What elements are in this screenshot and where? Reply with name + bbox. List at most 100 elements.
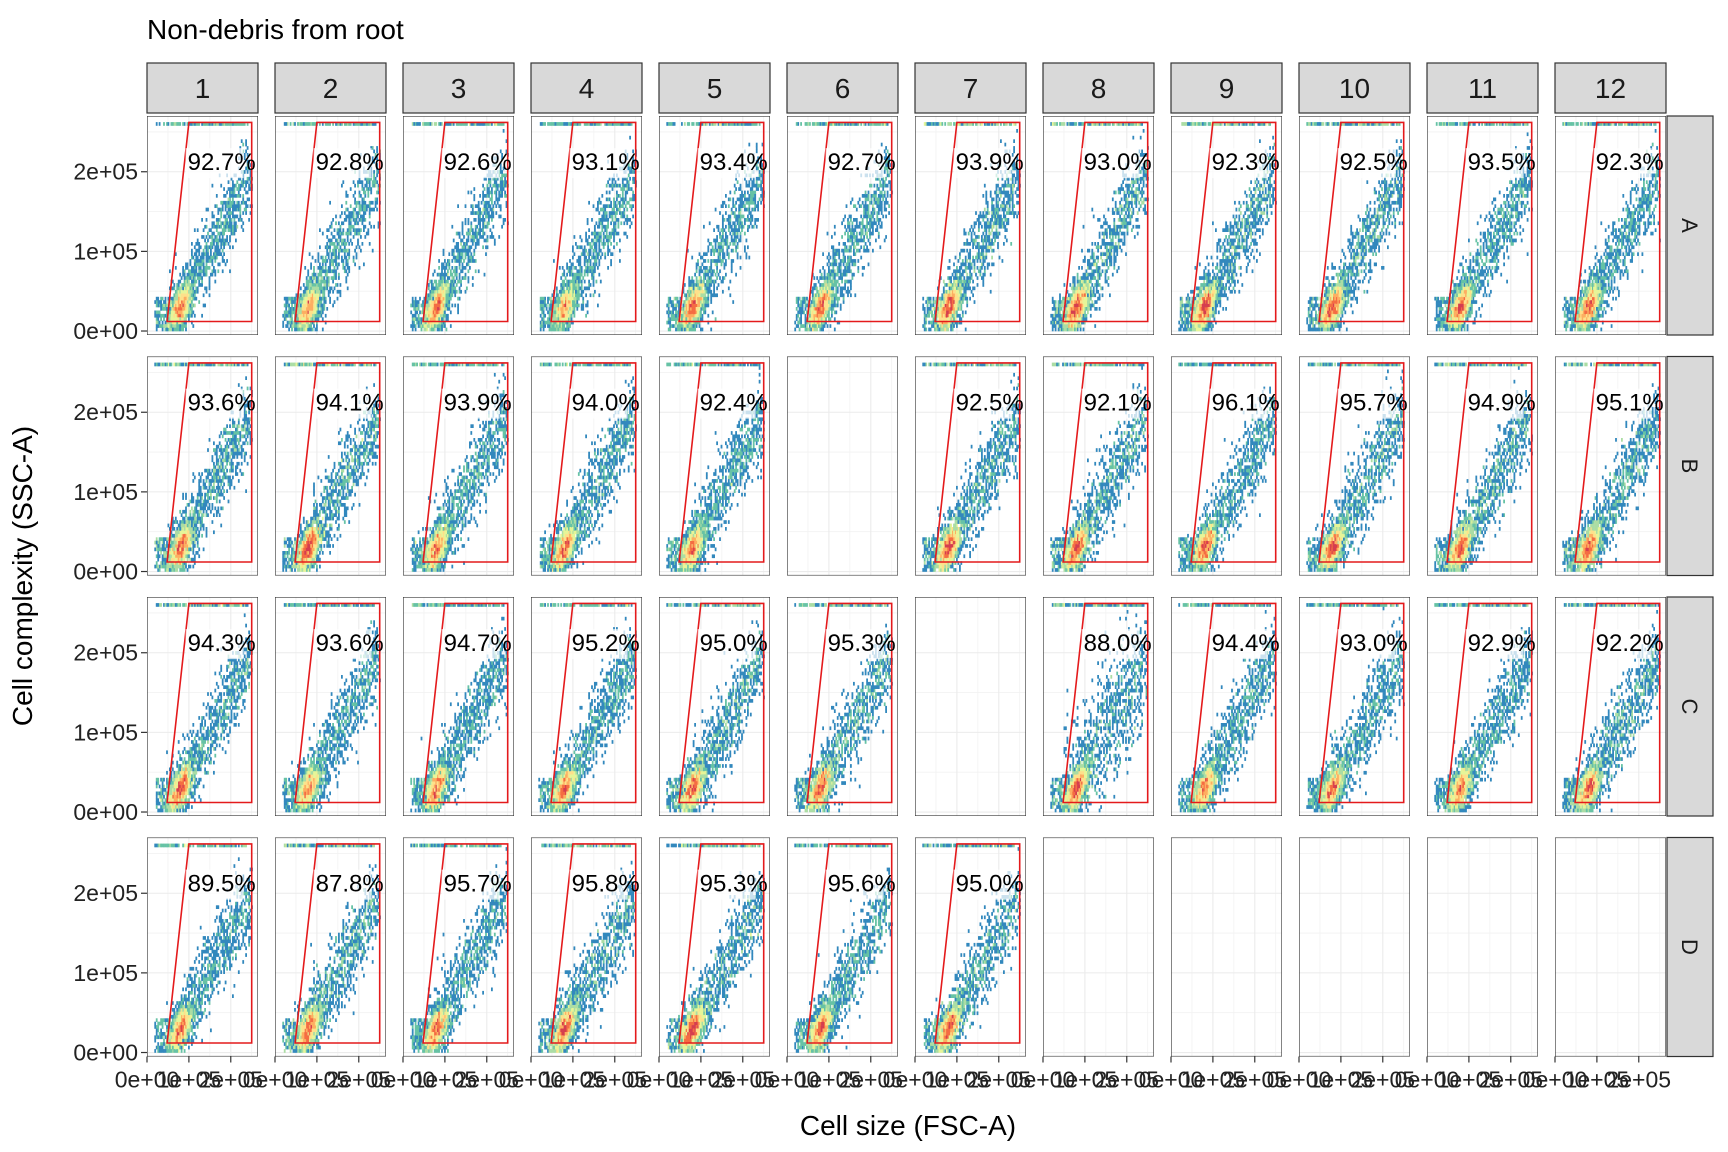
density-cell — [333, 235, 336, 239]
density-cell — [736, 214, 739, 219]
density-cell — [295, 296, 298, 301]
density-cell — [749, 221, 752, 226]
density-cell — [164, 327, 167, 332]
density-cell — [595, 235, 598, 239]
density-cell — [866, 224, 868, 229]
density-cell — [291, 313, 293, 318]
density-cell — [227, 224, 230, 229]
density-cell — [739, 187, 742, 191]
density-cell — [755, 224, 758, 229]
density-cell — [579, 122, 582, 126]
facet-panel-A-6: 92.7% — [787, 116, 898, 335]
density-cell — [586, 218, 589, 222]
density-cell — [554, 303, 557, 308]
density-cell — [694, 293, 696, 298]
density-cell — [164, 313, 167, 318]
density-cell — [598, 224, 601, 229]
density-cell — [502, 187, 505, 191]
density-cell — [883, 183, 886, 188]
density-cell — [873, 221, 876, 226]
density-cell — [567, 300, 570, 304]
density-cell — [451, 303, 454, 308]
density-cell — [422, 307, 424, 311]
density-cell — [327, 276, 330, 280]
density-cell — [604, 211, 607, 215]
density-cell — [814, 286, 817, 291]
density-cell — [820, 296, 823, 301]
density-cell — [310, 289, 312, 294]
density-cell — [698, 324, 701, 328]
density-cell — [199, 266, 202, 270]
density-cell — [482, 122, 484, 126]
density-cell — [343, 238, 346, 243]
density-cell — [688, 313, 691, 318]
density-cell — [729, 214, 732, 219]
density-cell — [417, 313, 420, 318]
density-cell — [700, 300, 702, 304]
density-cell — [825, 289, 827, 294]
density-cell — [313, 276, 315, 280]
density-cell — [429, 310, 432, 315]
density-cell — [436, 310, 439, 315]
density-cell — [166, 310, 168, 315]
density-cell — [435, 317, 438, 321]
density-cell — [561, 303, 564, 308]
density-cell — [681, 320, 683, 325]
density-cell — [182, 303, 184, 308]
density-cell — [192, 303, 195, 308]
density-cell — [343, 122, 346, 126]
density-cell — [327, 245, 330, 250]
density-cell — [211, 211, 214, 215]
density-cell — [548, 296, 551, 301]
density-cell — [757, 187, 759, 191]
density-cell — [717, 272, 720, 277]
density-cell — [586, 269, 589, 274]
density-cell — [416, 320, 418, 325]
density-cell — [847, 289, 849, 294]
density-cell — [851, 197, 854, 202]
density-cell — [298, 320, 301, 325]
density-cell — [482, 228, 484, 232]
density-cell — [826, 122, 829, 126]
density-cell — [816, 320, 819, 325]
density-cell — [352, 259, 355, 263]
density-cell — [604, 207, 607, 212]
density-cell — [586, 303, 589, 308]
density-cell — [576, 122, 579, 126]
density-cell — [669, 122, 672, 126]
density-cell — [435, 293, 438, 298]
density-cell — [844, 259, 846, 263]
density-cell — [464, 248, 467, 253]
density-cell — [449, 272, 452, 277]
density-cell — [207, 266, 209, 270]
density-cell — [160, 317, 162, 321]
density-cell — [452, 255, 455, 260]
density-cell — [364, 204, 367, 208]
density-cell — [432, 300, 435, 304]
density-cell — [174, 303, 177, 308]
density-cell — [435, 303, 438, 308]
density-cell — [591, 266, 593, 270]
density-cell — [505, 183, 508, 188]
density-cell — [447, 303, 449, 308]
density-cell — [161, 296, 164, 301]
density-cell — [202, 266, 205, 270]
density-cell — [566, 310, 568, 315]
density-cell — [619, 183, 621, 188]
density-cell — [201, 276, 203, 280]
density-cell — [289, 300, 292, 304]
density-cell — [560, 300, 563, 304]
density-cell — [314, 289, 317, 294]
density-cell — [188, 286, 190, 291]
density-cell — [604, 228, 607, 232]
density-cell — [467, 228, 470, 232]
density-cell — [160, 324, 162, 328]
density-cell — [245, 183, 247, 188]
density-cell — [355, 221, 358, 226]
density-cell — [477, 228, 480, 232]
density-cell — [877, 200, 880, 205]
density-cell — [185, 289, 187, 294]
density-cell — [463, 276, 465, 280]
density-cell — [592, 238, 595, 243]
density-cell — [708, 283, 711, 287]
